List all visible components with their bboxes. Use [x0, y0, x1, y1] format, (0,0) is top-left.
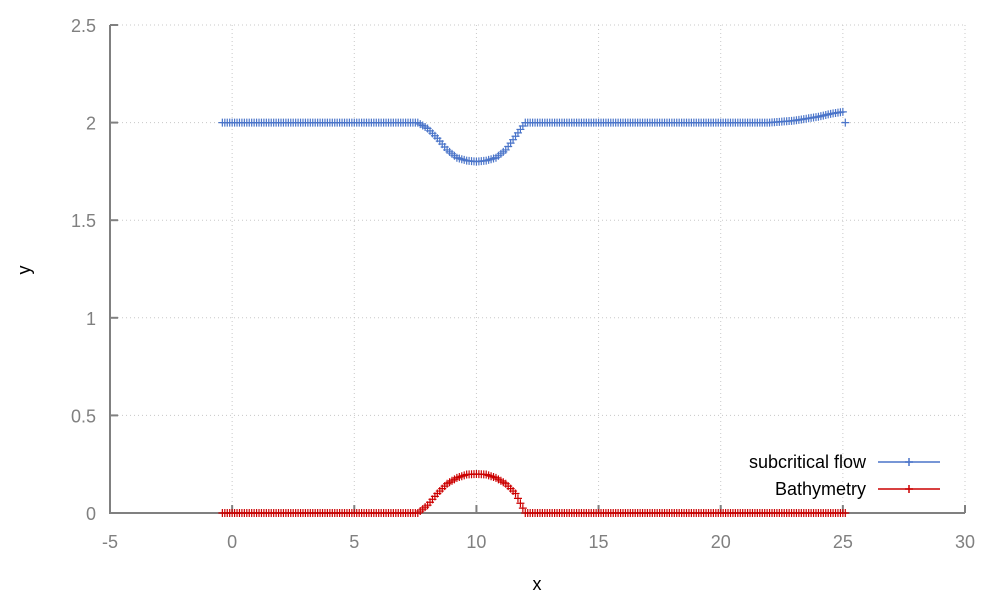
- tick-labels: -5 0 5 10 15 20 25 30 0 0.5 1 1.5 2 2.5: [71, 16, 975, 552]
- x-tick-label: 30: [955, 532, 975, 552]
- legend-marker: [905, 485, 913, 493]
- legend-label: Bathymetry: [775, 479, 866, 499]
- legend-marker: [905, 458, 913, 466]
- y-tick-label: 1.5: [71, 211, 96, 231]
- x-tick-label: 5: [349, 532, 359, 552]
- y-tick-label: 0: [86, 504, 96, 524]
- legend-label: subcritical flow: [749, 452, 867, 472]
- plot-frame: [109, 25, 965, 514]
- data-point: [513, 494, 522, 503]
- x-axis-label: x: [533, 574, 542, 594]
- y-tick-label: 2: [86, 114, 96, 134]
- x-tick-label: 20: [711, 532, 731, 552]
- x-tick-label: 10: [466, 532, 486, 552]
- x-tick-label: 0: [227, 532, 237, 552]
- series-layer: [218, 107, 850, 517]
- data-point: [516, 499, 525, 508]
- x-tick-label: 15: [589, 532, 609, 552]
- grid-layer: [110, 24, 966, 513]
- data-point: [838, 107, 847, 116]
- series-1: [218, 469, 850, 517]
- data-point: [511, 489, 520, 498]
- x-tick-label: 25: [833, 532, 853, 552]
- data-point: [841, 118, 850, 127]
- y-tick-label: 1: [86, 309, 96, 329]
- legend: subcritical flow Bathymetry: [749, 452, 940, 499]
- axes: [109, 24, 966, 514]
- series-0: [218, 107, 850, 166]
- y-axis-label: y: [14, 266, 34, 275]
- data-point: [841, 509, 850, 517]
- y-tick-label: 0.5: [71, 406, 96, 426]
- y-tick-label: 2.5: [71, 16, 96, 36]
- x-tick-label: -5: [102, 532, 118, 552]
- data-point: [518, 504, 527, 513]
